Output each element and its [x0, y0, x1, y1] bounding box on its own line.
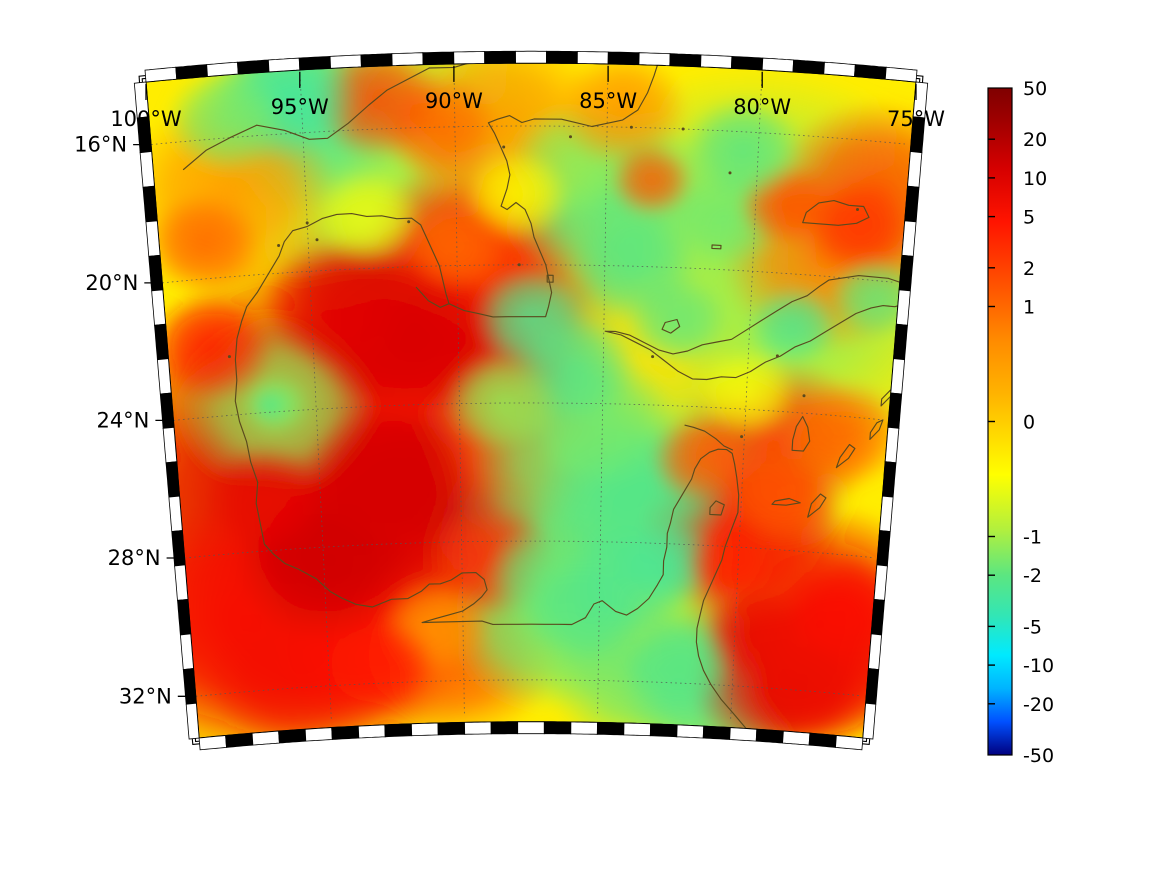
- lon-tick-label: 90°W: [425, 89, 483, 113]
- lat-tick-label: 32°N: [119, 684, 172, 708]
- colorbar-tick-label: 10: [1023, 168, 1047, 190]
- colorbar-tick-label: -50: [1023, 745, 1054, 767]
- colorbar-ticks: [988, 138, 995, 705]
- axis-tick-labels: 16°N 20°N 24°N 28°N 32°N 100°W 95°W 90°W 85°W 80°…: [74, 89, 945, 708]
- lat-tick-label: 28°N: [108, 546, 161, 570]
- lat-tick-label: 16°N: [74, 133, 127, 157]
- colorbar-tick-label: -10: [1023, 655, 1054, 677]
- lat-tick-label: 20°N: [85, 271, 138, 295]
- lon-tick-label: 75°W: [887, 107, 945, 131]
- colorbar-tick-label: -5: [1023, 616, 1042, 638]
- colorbar-tick-label: 20: [1023, 129, 1047, 151]
- lon-tick-label: 80°W: [733, 95, 791, 119]
- colorbar-tick-label: -1: [1023, 527, 1042, 549]
- colorbar-tick-label: 50: [1023, 78, 1047, 100]
- colorbar-tick-label: 2: [1023, 258, 1035, 280]
- lon-tick-label: 100°W: [110, 107, 182, 131]
- colorbar-tick-label: 5: [1023, 207, 1035, 229]
- colorbar-tick-label: 1: [1023, 297, 1035, 319]
- axis-ticks: [133, 65, 917, 697]
- lat-tick-label: 24°N: [96, 408, 149, 432]
- colorbar-tick-label: -20: [1023, 694, 1054, 716]
- graticule-gridlines: [146, 63, 916, 732]
- colorbar-tick-label: 0: [1023, 412, 1035, 434]
- map-frame-border: [133, 50, 929, 751]
- lon-tick-label: 85°W: [579, 89, 637, 113]
- colorbar-tick-label: -2: [1023, 565, 1042, 587]
- lon-tick-label: 95°W: [271, 95, 329, 119]
